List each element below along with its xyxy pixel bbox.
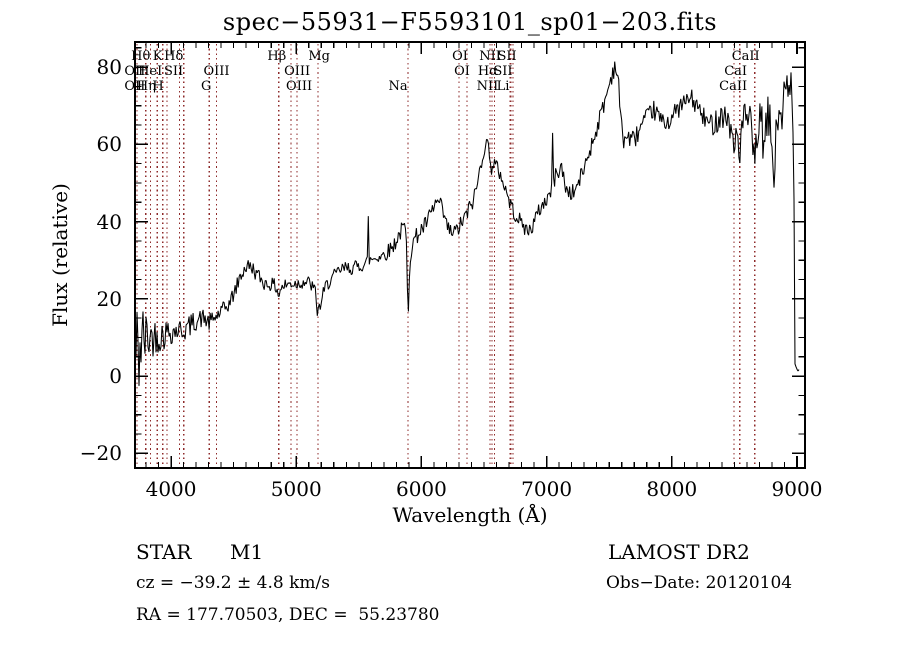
spectral-line-label: CaII	[731, 49, 760, 64]
x-tick-label: 4000	[145, 477, 197, 501]
x-axis-title: Wavelength (Å)	[392, 503, 548, 527]
object-class-label: STAR	[136, 540, 192, 564]
survey-label: LAMOST DR2	[608, 540, 750, 564]
spectral-line-label: Na	[388, 79, 408, 94]
y-tick-label: −20	[79, 441, 122, 466]
spectral-line-label: Hδ	[164, 49, 184, 64]
y-axis-title: Flux (relative)	[48, 183, 72, 327]
spectral-line-label: SII	[163, 64, 184, 79]
spectral-line-label: Hθ	[131, 49, 151, 64]
spectral-line-label: K	[152, 49, 163, 64]
spectral-line-label: NII	[476, 79, 499, 94]
spectral-line-label: Hα	[477, 64, 498, 79]
spectral-line-label: Li	[496, 79, 510, 94]
spectral-line-label: NII	[479, 49, 501, 64]
spectral-line-label: OIII	[286, 79, 313, 94]
spectral-line-label: Hη	[136, 79, 156, 94]
radial-velocity-label: cz = −39.2 ± 4.8 km/s	[136, 573, 330, 593]
ra-dec-label: RA = 177.70503, DEC = 55.23780	[136, 605, 440, 625]
y-tick-label: 80	[96, 55, 122, 80]
spectral-line-label: OI	[454, 64, 470, 79]
spectral-line-label: SII	[493, 64, 513, 79]
plot-title: spec−55931−F5593101_sp01−203.fits	[222, 8, 718, 36]
x-tick-label: 9000	[771, 477, 823, 501]
object-subclass-label: M1	[230, 540, 264, 564]
spectral-line-label: G	[201, 79, 212, 94]
y-tick-label: 60	[96, 132, 122, 157]
x-tick-label: 5000	[270, 477, 322, 501]
spectrum-line	[134, 61, 800, 386]
obs-date-label: Obs−Date: 20120104	[606, 573, 793, 593]
y-tick-label: 0	[109, 364, 122, 389]
y-tick-label: 20	[96, 286, 122, 311]
spectral-line-label: Mg	[308, 49, 330, 64]
spectral-line-label: OIII	[284, 64, 311, 79]
x-tick-label: 8000	[646, 477, 698, 501]
spectral-line-label: HeI	[138, 64, 163, 79]
spectral-line-label: OIII	[203, 64, 230, 79]
spectral-line-label: SII	[497, 49, 517, 64]
spectral-line-label: H	[152, 79, 164, 94]
plot-frame	[134, 41, 806, 469]
spectral-line-label: OII	[124, 64, 146, 79]
y-tick-label: 40	[96, 209, 122, 234]
spectral-line-label: Hβ	[267, 49, 287, 64]
spectral-line-label: CaI	[724, 64, 748, 79]
x-tick-label: 6000	[395, 477, 447, 501]
spectral-line-label: CaII	[719, 79, 748, 94]
spectral-line-label: OII	[124, 79, 146, 94]
x-tick-label: 7000	[521, 477, 573, 501]
spectral-line-label: OI	[452, 49, 468, 64]
